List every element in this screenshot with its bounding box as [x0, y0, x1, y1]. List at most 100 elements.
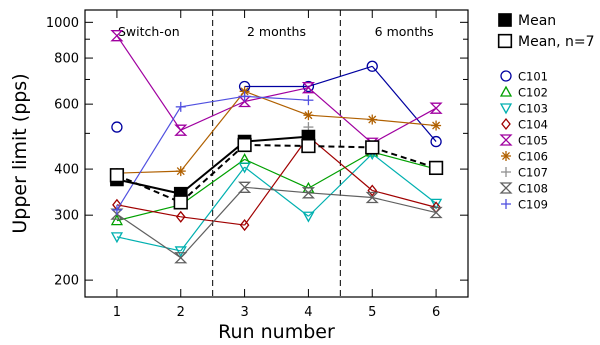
- series-c108: [110, 181, 443, 264]
- y-axis-title: Upper limit (pps): [9, 73, 31, 233]
- data-point: [174, 252, 188, 264]
- legend-label: Mean: [518, 13, 556, 29]
- series-line-segment: [244, 135, 309, 143]
- legend-label: C101: [518, 70, 548, 84]
- data-point: [110, 214, 124, 226]
- y-tick-label: 800: [54, 52, 79, 67]
- series-line-segment: [116, 35, 182, 131]
- data-point: [238, 181, 252, 193]
- data-point: [239, 91, 250, 102]
- data-point: [429, 198, 443, 210]
- series-line-segment: [180, 140, 246, 195]
- legend-label: C105: [518, 134, 548, 148]
- series-line-segment: [244, 186, 309, 194]
- series-line-segment: [372, 196, 437, 214]
- x-axis-title: Run number: [218, 321, 335, 343]
- data-point: [429, 206, 443, 219]
- series-line-segment: [371, 153, 437, 204]
- series-line-segment: [308, 145, 373, 149]
- data-point: [110, 208, 124, 220]
- legend-marker: [497, 33, 513, 49]
- data-point: [365, 140, 380, 155]
- plot-border: [84, 9, 469, 298]
- series-line-segment: [116, 236, 181, 252]
- series-line-segment: [372, 151, 437, 170]
- data-point: [428, 160, 444, 176]
- legend-marker: [500, 70, 512, 82]
- legend-item-c104: C104: [501, 118, 548, 132]
- series-line-segment: [371, 107, 437, 144]
- data-point: [365, 191, 379, 204]
- series-line-segment: [244, 95, 309, 101]
- data-point: [301, 187, 315, 199]
- series-c109: [111, 91, 314, 215]
- legend-item-c109: C109: [501, 198, 548, 212]
- data-point: [175, 166, 186, 177]
- x-tick-label: 1: [113, 305, 121, 320]
- series-line-segment: [180, 95, 245, 108]
- series-line-segment: [180, 90, 246, 172]
- data-point: [111, 204, 122, 215]
- x-tick-label: 5: [368, 305, 376, 320]
- legend-item-c106: C106: [501, 150, 548, 164]
- legend-marker: [499, 134, 513, 146]
- legend-item-c101: C101: [500, 70, 548, 84]
- series-line-segment: [371, 65, 437, 142]
- series-line-segment: [244, 136, 309, 226]
- period-label: 6 months: [375, 24, 434, 39]
- period-label: 2 months: [247, 24, 306, 39]
- data-point: [110, 232, 124, 244]
- data-point: [175, 210, 186, 223]
- x-tick-label: 4: [304, 305, 312, 320]
- data-point: [302, 80, 315, 93]
- series-layer: [109, 30, 444, 264]
- legend-label: C107: [518, 166, 548, 180]
- series-line-segment: [116, 178, 181, 195]
- legend-label: C108: [518, 182, 548, 196]
- series-line-segment: [116, 174, 182, 204]
- series-line-segment: [116, 170, 181, 174]
- series-line-segment: [308, 65, 373, 88]
- series-line-segment: [244, 166, 309, 217]
- series-line-segment: [180, 186, 246, 259]
- legend-item-mean-n-7: Mean, n=7: [497, 33, 595, 50]
- y-axis: 200 300 400 600 800 1000: [46, 16, 468, 289]
- series-line-segment: [116, 204, 181, 218]
- data-point: [303, 110, 314, 121]
- series-line-segment: [244, 143, 309, 148]
- legend-marker: [501, 199, 511, 209]
- legend-label: C106: [518, 150, 548, 164]
- period-labels: Switch-on 2 months 6 months: [118, 24, 434, 39]
- y-tick-label: 400: [54, 163, 79, 178]
- series-c103: [110, 149, 443, 258]
- legend-marker: [499, 85, 513, 97]
- data-point: [174, 246, 187, 258]
- plot-frame: [84, 9, 469, 298]
- legend-label: C103: [518, 102, 548, 116]
- data-point: [366, 60, 378, 72]
- legend-marker: [499, 182, 513, 194]
- series-line-segment: [308, 151, 373, 189]
- series-line-segment: [308, 114, 373, 121]
- legend-item-c105: C105: [499, 134, 548, 148]
- legend-item-c103: C103: [499, 102, 548, 116]
- legend-marker: [499, 103, 513, 115]
- data-point: [301, 138, 316, 154]
- series-line-segment: [244, 158, 309, 189]
- series-line-segment: [244, 90, 309, 116]
- data-point: [173, 195, 188, 210]
- legend-label: C104: [518, 118, 548, 132]
- series-line-segment: [308, 192, 373, 199]
- data-point: [175, 101, 186, 112]
- series-line-segment: [244, 87, 309, 103]
- series-line-segment: [180, 100, 245, 131]
- series-line-segment: [180, 166, 246, 252]
- legend: Mean Mean, n=7 C101 C102 C103 C104 C105 C106 C10…: [497, 13, 595, 212]
- data-point: [431, 120, 442, 131]
- data-point: [302, 211, 315, 223]
- legend-label: C102: [518, 86, 548, 100]
- legend-label: Mean, n=7: [518, 34, 595, 50]
- data-point: [430, 135, 442, 148]
- period-label: Switch-on: [118, 24, 180, 39]
